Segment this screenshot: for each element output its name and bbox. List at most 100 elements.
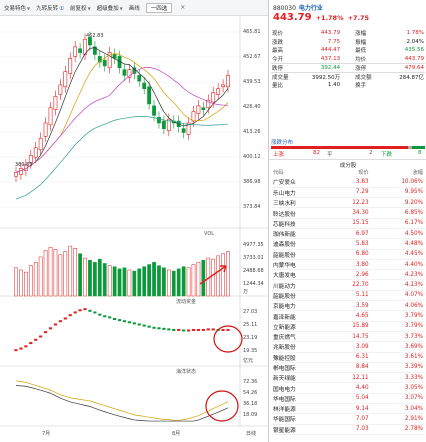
stock-change-cell: 3.33% bbox=[370, 372, 425, 384]
kline-chart-area[interactable]: 465.81 452.67 439.53 426.40 413.26 400.12 386.… bbox=[0, 16, 268, 442]
flow-mark bbox=[78, 309, 82, 312]
candle-body bbox=[102, 59, 107, 67]
candle-body bbox=[53, 96, 58, 110]
up-label: 上涨 bbox=[273, 152, 285, 158]
axis-tick-label: 373.84 bbox=[243, 204, 261, 210]
list-item[interactable]: 川能动力 22.70 4.13% bbox=[271, 279, 425, 291]
flow-mark bbox=[24, 345, 28, 348]
stock-name-cell: 珈伟新能 bbox=[271, 228, 328, 240]
flow-mark bbox=[182, 329, 186, 332]
quote-label: 涨跌 bbox=[272, 39, 284, 46]
stock-name-cell: 银星能源 bbox=[271, 424, 328, 435]
quote-row: 量比 1.40 换手 bbox=[271, 81, 425, 90]
candle-body bbox=[88, 37, 92, 46]
volume-bar bbox=[33, 262, 38, 297]
candle-body bbox=[127, 69, 132, 78]
stock-price-cell: 3.83 bbox=[327, 177, 371, 188]
list-item[interactable]: 京能电力 3.59 4.06% bbox=[271, 300, 425, 312]
volume-bar bbox=[102, 263, 107, 297]
list-item[interactable]: 国电电力 4.40 3.05% bbox=[271, 382, 425, 394]
stock-change-cell: 10.06% bbox=[370, 177, 425, 188]
quote-row: 涨跌 7.75 振幅 2.04% bbox=[271, 38, 425, 47]
list-item[interactable]: 韶能股份 6.80 4.45% bbox=[271, 249, 425, 260]
candle-body bbox=[211, 92, 216, 103]
list-item[interactable]: 华能国际 7.07 2.91% bbox=[271, 413, 425, 425]
stock-price-cell: 14.75 bbox=[327, 331, 371, 343]
quote-label: 量比 bbox=[272, 83, 284, 90]
volume-bar bbox=[88, 259, 92, 297]
volume-bar bbox=[97, 258, 102, 297]
quote-row: 最高 444.47 最低 435.56 bbox=[271, 46, 425, 55]
stock-price-cell: 15.89 bbox=[327, 321, 371, 332]
volume-bar bbox=[28, 265, 33, 297]
toolbar-item-nine-turn[interactable]: 九转反转① bbox=[36, 5, 65, 12]
toolbar-item-draw[interactable]: 画线 bbox=[128, 5, 140, 12]
quote-value: 392.44 bbox=[320, 64, 341, 71]
candle-body bbox=[28, 155, 33, 164]
list-item[interactable]: 嘉泽新能 4.65 3.79% bbox=[271, 310, 425, 322]
list-item[interactable]: 新天绿能 12.11 3.33% bbox=[271, 372, 425, 384]
list-item[interactable]: 大唐发电 2.96 4.23% bbox=[271, 269, 425, 281]
period-label[interactable]: 日线 bbox=[246, 431, 257, 437]
stock-name-cell: 豫能控股 bbox=[271, 352, 328, 363]
flow-mark bbox=[196, 328, 201, 331]
list-item[interactable]: 郴电国际 8.84 3.39% bbox=[271, 362, 425, 374]
list-item[interactable]: 聆达股份 34.30 6.85% bbox=[271, 207, 425, 219]
candle-body bbox=[201, 107, 206, 110]
candle-body bbox=[33, 147, 38, 158]
col-header-price[interactable]: 现价 bbox=[358, 170, 369, 176]
toolbar-item-overlay[interactable]: 超级叠加▼ bbox=[96, 5, 123, 12]
volume-bar bbox=[191, 264, 196, 297]
stock-change-cell: 3.39% bbox=[370, 362, 425, 374]
list-item[interactable]: 豫能控股 6.31 3.61% bbox=[271, 352, 425, 363]
axis-tick-label: 400.12 bbox=[243, 154, 261, 160]
stock-price-cell: 15.15 bbox=[327, 218, 371, 229]
col-header-code[interactable]: 代码 bbox=[273, 170, 284, 176]
toolbar-item-adjust[interactable]: 前复权▼ bbox=[70, 5, 91, 12]
volume-bar bbox=[186, 267, 191, 297]
flat-count: 2 bbox=[369, 150, 373, 156]
period-button[interactable]: 一四选 bbox=[145, 2, 173, 13]
arrow-head bbox=[220, 265, 227, 273]
list-item[interactable]: 珈伟新能 6.97 4.50% bbox=[271, 228, 425, 240]
list-item[interactable]: 华电国际 5.04 3.07% bbox=[271, 393, 425, 405]
flow-mark bbox=[117, 319, 122, 322]
quote-panel: 880030 电力行业 443.79 +1.78% +7.75 现价 443.79 涨幅 1… bbox=[268, 0, 426, 442]
down-label: 下跌 bbox=[381, 152, 393, 158]
list-item[interactable]: 内蒙华电 3.80 4.40% bbox=[271, 259, 425, 271]
quote-row: 跌停 392.44 涨停 479.64 bbox=[271, 63, 425, 72]
quote-label: 成交额 bbox=[355, 74, 372, 81]
stock-change-cell: 4.23% bbox=[370, 269, 425, 281]
quote-label: 最高 bbox=[272, 48, 284, 55]
quote-value: 3992.50万 bbox=[311, 74, 341, 81]
tab-up-down-distribution[interactable]: 涨跌分布 bbox=[271, 140, 294, 146]
toolbar-item-trade-feature[interactable]: 交易特色▼ bbox=[4, 5, 31, 12]
axis-tick-label: 439.53 bbox=[243, 79, 261, 85]
list-item[interactable]: 重庆燃气 14.75 3.73% bbox=[271, 331, 425, 343]
list-item[interactable]: 乐山电力 7.29 9.95% bbox=[271, 187, 425, 199]
stock-price-cell: 3.09 bbox=[327, 341, 371, 353]
list-item[interactable]: 广安爱众 3.83 10.06% bbox=[271, 177, 425, 188]
stock-price-cell: 2.96 bbox=[327, 269, 371, 281]
list-item[interactable]: 银星能源 7.03 2.78% bbox=[271, 424, 425, 435]
list-item[interactable]: 韶能股份 5.11 4.07% bbox=[271, 290, 425, 302]
close-icon[interactable]: × bbox=[180, 4, 186, 11]
stock-price-cell: 3.59 bbox=[327, 300, 371, 312]
quote-label: 今开 bbox=[272, 56, 284, 63]
quote-value bbox=[387, 81, 426, 90]
stock-change-cell: 2.78% bbox=[370, 424, 425, 435]
flow-mark bbox=[211, 328, 215, 331]
flow-mark bbox=[152, 326, 156, 329]
flow-mark bbox=[73, 311, 77, 314]
list-item[interactable]: 芯能科技 15.15 6.17% bbox=[271, 218, 425, 229]
list-item[interactable]: 兆新股份 3.09 3.69% bbox=[271, 341, 425, 353]
list-item[interactable]: 林洋能源 9.14 3.04% bbox=[271, 403, 425, 415]
flow-mark bbox=[127, 321, 131, 324]
stock-name-cell: 华电国际 bbox=[271, 393, 328, 405]
list-item[interactable]: 三峡水利 12.23 9.20% bbox=[271, 197, 425, 209]
col-header-change[interactable]: 涨幅 bbox=[412, 170, 423, 176]
list-item[interactable]: 迪森股份 5.83 4.48% bbox=[271, 238, 425, 250]
axis-tick-label: 23.19 bbox=[243, 335, 258, 341]
vol-indicator-label: VOL bbox=[204, 231, 215, 237]
list-item[interactable]: 立新能源 15.89 3.79% bbox=[271, 321, 425, 332]
